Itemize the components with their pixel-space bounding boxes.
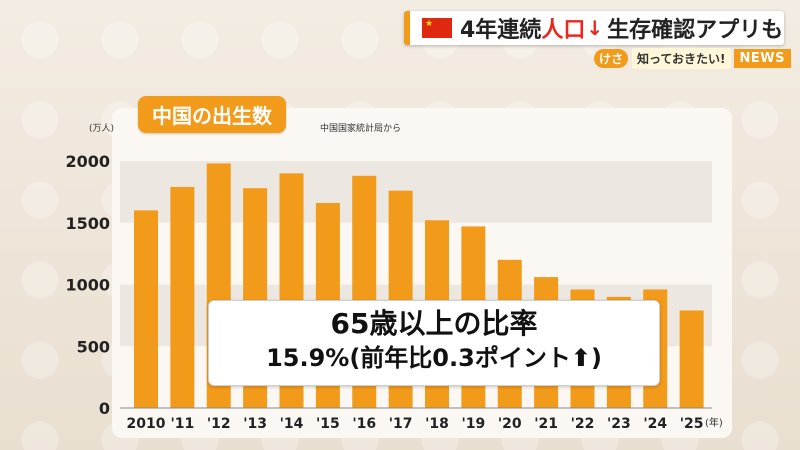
x-tick-label: '20	[498, 416, 522, 432]
china-flag-icon	[422, 18, 452, 38]
program-corner-label: けさ 知っておきたい! NEWS	[594, 47, 791, 69]
bar	[170, 186, 195, 408]
headline-accent: 人口	[541, 18, 586, 43]
x-tick-label: '19	[461, 416, 485, 432]
headline-banner: 4年連続 人口 ↓ 生存確認アプリも	[404, 11, 784, 45]
banner-accent-bar	[404, 11, 410, 45]
y-tick-label: 500	[77, 337, 110, 356]
news-badge: NEWS	[733, 48, 791, 68]
down-arrow-icon: ↓	[586, 16, 604, 40]
kesa-badge: けさ	[594, 48, 629, 68]
x-tick-label: '22	[571, 416, 595, 432]
stat-callout: 65歳以上の比率 15.9%(前年比0.3ポイント⬆)	[208, 300, 660, 386]
callout-value-close: )	[590, 344, 602, 372]
up-arrow-icon: ⬆	[570, 344, 591, 372]
x-tick-label: '17	[389, 416, 413, 432]
x-tick-label: '15	[316, 416, 340, 432]
corner-title: 知っておきたい!	[632, 47, 731, 69]
x-tick-label: '24	[643, 416, 667, 432]
x-tick-label: '16	[352, 416, 376, 432]
x-tick-label: '12	[207, 416, 231, 432]
bar	[679, 310, 704, 408]
headline-part1: 4年連続	[460, 18, 542, 43]
x-tick-label: '18	[425, 416, 449, 432]
chart-source: 中国国家統計局から	[320, 124, 402, 134]
y-tick-label: 1000	[65, 276, 110, 295]
x-tick-label: '13	[243, 416, 267, 432]
x-tick-label: '21	[534, 416, 558, 432]
x-tick-label: 2010	[127, 416, 166, 432]
y-tick-label: 1500	[65, 214, 110, 233]
y-tick-label: 2000	[65, 152, 110, 171]
chart-title: 中国の出生数	[138, 96, 286, 133]
bar	[134, 210, 158, 408]
callout-value: 15.9%(前年比0.3ポイント⬆)	[209, 341, 659, 375]
x-tick-label: '14	[280, 416, 304, 432]
callout-title: 65歳以上の比率	[330, 307, 538, 340]
callout-value-text: 15.9%(前年比0.3ポイント	[266, 344, 571, 372]
y-tick-label: 0	[99, 399, 110, 418]
x-tick-label: '23	[607, 416, 631, 432]
y-axis-unit: (万人)	[89, 124, 115, 134]
x-tick-label: '25	[680, 416, 704, 432]
headline-part2: 生存確認アプリも	[607, 18, 784, 43]
x-tick-label: '11	[170, 416, 194, 432]
x-axis-unit: (年)	[705, 418, 723, 429]
